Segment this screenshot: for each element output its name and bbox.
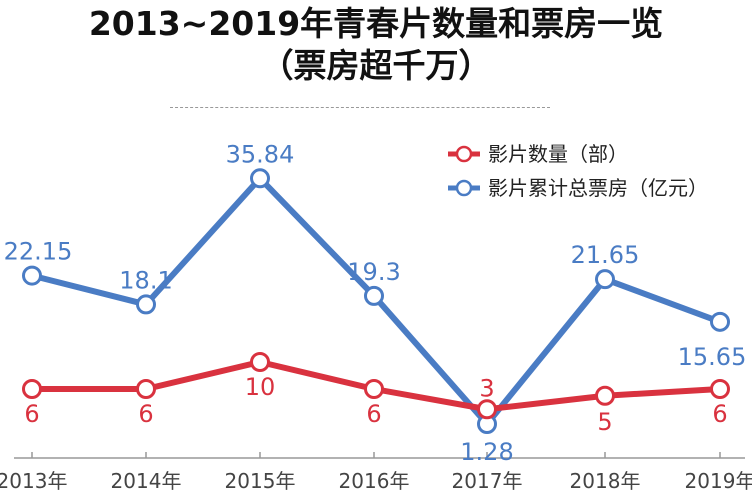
legend-boxoffice-marker-icon (448, 179, 480, 197)
chart-subtitle: （票房超千万） (260, 46, 492, 85)
data-label-count: 5 (597, 408, 612, 436)
data-point-0 (22, 379, 42, 399)
chart-title: 2013~2019年青春片数量和票房一览 (88, 4, 664, 43)
x-tick-label: 2014年 (111, 469, 182, 493)
legend-item-count: 影片数量（部） (446, 141, 628, 167)
x-tick-label: 2018年 (570, 469, 641, 493)
legend-count-marker-icon (448, 145, 480, 163)
legend-label-boxoffice: 影片累计总票房（亿元） (488, 176, 708, 200)
data-point-0 (136, 379, 156, 399)
data-point-1 (22, 265, 42, 286)
data-point-0 (710, 379, 730, 399)
data-label-count: 6 (24, 400, 39, 428)
data-point-1 (250, 168, 270, 189)
title-divider (170, 107, 550, 108)
x-tick-label: 2013年 (0, 469, 67, 493)
x-tick-label: 2016年 (339, 469, 410, 493)
data-point-1 (595, 269, 615, 290)
legend-label-count: 影片数量（部） (488, 142, 628, 166)
data-label-boxoffice: 15.65 (678, 343, 747, 371)
data-point-0 (250, 352, 270, 372)
x-tick-label: 2015年 (225, 469, 296, 493)
data-label-boxoffice: 1.28 (460, 438, 513, 466)
data-point-0 (477, 399, 497, 420)
data-point-1 (364, 285, 384, 306)
x-tick-label: 2019年 (685, 469, 752, 493)
data-point-1 (136, 294, 156, 315)
data-label-boxoffice: 21.65 (571, 241, 640, 269)
data-label-boxoffice: 19.3 (347, 258, 400, 286)
data-label-count: 6 (366, 400, 381, 428)
data-point-0 (364, 379, 384, 399)
legend-item-boxoffice: 影片累计总票房（亿元） (446, 175, 708, 201)
data-point-1 (710, 311, 730, 332)
data-label-count: 10 (245, 373, 276, 401)
data-label-boxoffice: 35.84 (226, 140, 295, 168)
data-label-boxoffice: 18.1 (119, 266, 172, 294)
data-label-count: 6 (712, 400, 727, 428)
data-label-count: 3 (479, 374, 494, 402)
data-point-0 (595, 385, 615, 406)
data-label-count: 6 (138, 400, 153, 428)
x-tick-label: 2017年 (452, 469, 523, 493)
data-label-boxoffice: 22.15 (4, 238, 73, 266)
